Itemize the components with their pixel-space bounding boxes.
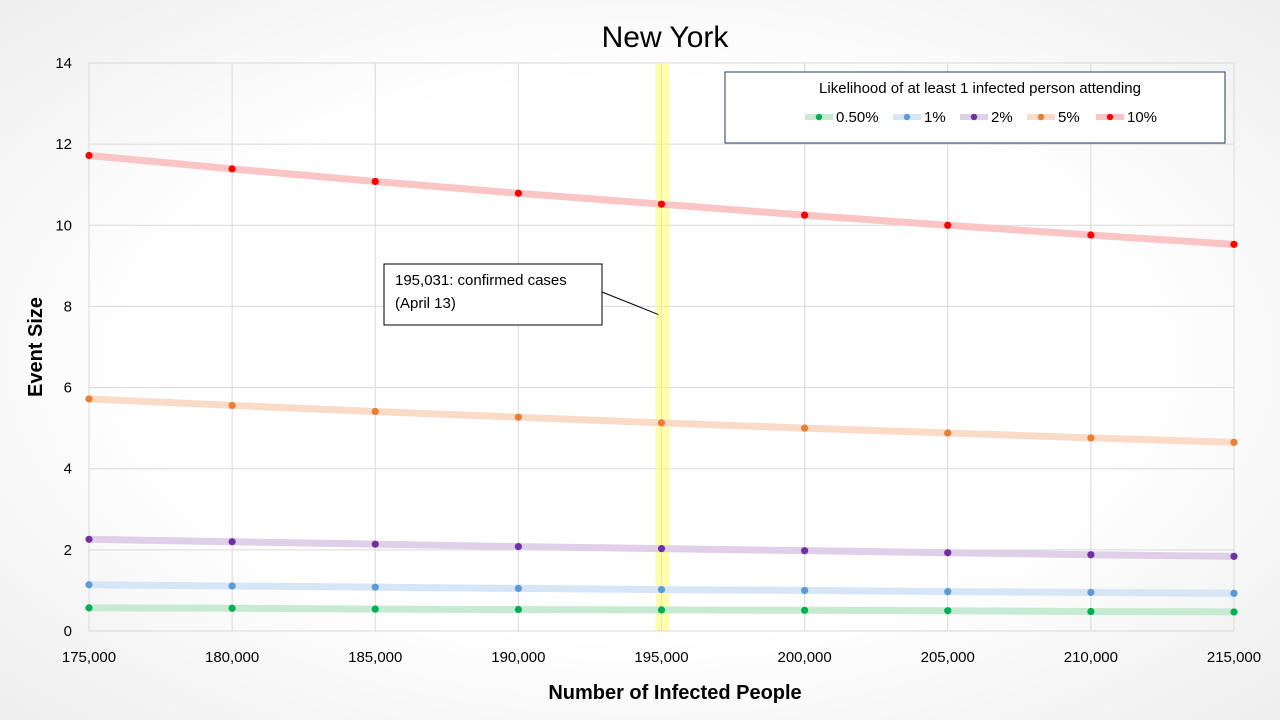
legend-swatch-marker <box>815 113 823 121</box>
series-points <box>85 151 1238 616</box>
x-tick-label: 210,000 <box>1064 649 1118 666</box>
data-point-5 <box>228 401 236 410</box>
y-tick-label: 10 <box>55 217 72 234</box>
data-point-2 <box>85 535 93 543</box>
x-tick-label: 175,000 <box>62 649 116 666</box>
legend-label: 1% <box>924 109 946 126</box>
data-point-5 <box>944 429 952 437</box>
legend-swatch-marker <box>1106 113 1114 121</box>
data-point-0-50 <box>1087 607 1095 616</box>
data-point-1 <box>657 586 666 594</box>
y-tick-label: 0 <box>64 623 72 640</box>
data-point-10 <box>1230 240 1238 248</box>
y-tick-labels: 0 2 4 6 8 10 12 14 <box>55 55 72 640</box>
data-point-10 <box>514 189 522 197</box>
y-tick-label: 6 <box>64 380 72 397</box>
data-point-2 <box>228 538 236 546</box>
legend-label: 2% <box>991 109 1013 126</box>
data-point-2 <box>1230 552 1238 560</box>
data-point-1 <box>371 583 379 591</box>
data-point-2 <box>801 547 809 555</box>
legend-swatch-marker <box>903 113 911 121</box>
y-tick-label: 4 <box>64 461 72 478</box>
legend-label: 5% <box>1058 109 1080 126</box>
x-tick-label: 190,000 <box>491 649 545 666</box>
data-point-10 <box>85 151 93 160</box>
data-point-1 <box>1087 588 1095 597</box>
data-point-1 <box>514 584 522 593</box>
y-tick-label: 14 <box>55 55 72 72</box>
x-axis-title: Number of Infected People <box>548 682 801 704</box>
x-tick-label: 200,000 <box>778 649 832 666</box>
data-point-5 <box>657 419 666 427</box>
x-tick-label: 185,000 <box>348 649 402 666</box>
data-point-1 <box>228 582 236 590</box>
data-point-5 <box>371 407 379 416</box>
legend-box <box>724 71 1226 144</box>
data-point-2 <box>944 549 952 557</box>
legend-swatch-marker <box>970 113 978 121</box>
data-point-2 <box>657 545 666 553</box>
data-point-0-50 <box>1230 608 1238 616</box>
data-point-10 <box>657 200 666 208</box>
legend: Likelihood of at least 1 infected person… <box>724 71 1226 144</box>
annotation-callout: 195,031: confirmed cases (April 13) <box>383 263 659 326</box>
data-point-1 <box>1230 589 1238 597</box>
legend-label: 0.50% <box>836 109 879 126</box>
annotation-text-line1: 195,031: confirmed cases <box>395 272 567 289</box>
y-tick-label: 2 <box>64 542 72 559</box>
data-point-2 <box>371 540 379 548</box>
data-point-0-50 <box>371 605 379 613</box>
legend-label: 10% <box>1127 109 1157 126</box>
data-point-5 <box>1230 438 1238 446</box>
data-point-0-50 <box>657 606 666 614</box>
data-point-5 <box>85 395 93 403</box>
legend-title: Likelihood of at least 1 infected person… <box>819 80 1141 97</box>
data-point-0-50 <box>944 607 952 615</box>
data-point-2 <box>514 543 522 551</box>
data-point-10 <box>1087 231 1095 239</box>
data-point-0-50 <box>514 605 522 614</box>
data-point-10 <box>801 211 809 219</box>
x-tick-label: 215,000 <box>1207 649 1261 666</box>
data-point-5 <box>801 424 809 432</box>
legend-items: 0.50% 1% 2% 5% 10% <box>805 109 1157 126</box>
data-point-10 <box>944 221 952 229</box>
data-point-1 <box>944 588 952 596</box>
legend-swatch-marker <box>1037 113 1045 121</box>
y-axis-title: Event Size <box>25 297 47 397</box>
x-tick-labels: 175,000 180,000 185,000 190,000 195,000 200,0… <box>62 649 1261 666</box>
data-point-0-50 <box>85 604 93 612</box>
chart-title: New York <box>602 21 730 54</box>
annotation-box <box>383 263 603 326</box>
data-point-1 <box>85 581 93 589</box>
data-point-5 <box>1087 434 1095 442</box>
y-tick-label: 8 <box>64 298 72 315</box>
y-tick-label: 12 <box>55 136 72 153</box>
x-tick-label: 180,000 <box>205 649 259 666</box>
data-point-2 <box>1087 551 1095 559</box>
data-point-1 <box>801 586 809 595</box>
x-tick-label: 195,000 <box>634 649 688 666</box>
data-point-10 <box>371 177 379 186</box>
annotation-text-line2: (April 13) <box>395 295 456 312</box>
data-point-10 <box>228 165 236 173</box>
data-point-0-50 <box>228 604 236 612</box>
annotation-leader-line <box>601 291 659 316</box>
data-point-5 <box>514 413 522 421</box>
x-tick-label: 205,000 <box>921 649 975 666</box>
data-point-0-50 <box>801 606 809 614</box>
